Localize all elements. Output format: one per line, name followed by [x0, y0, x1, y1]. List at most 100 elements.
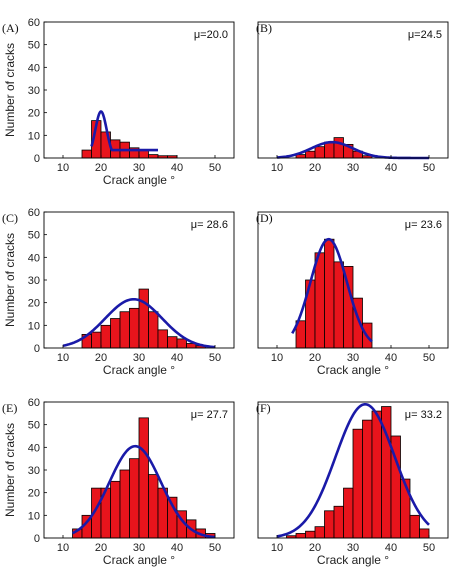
- panel-letter: (D): [256, 211, 273, 225]
- x-axis-label: Crack angle °: [317, 363, 389, 377]
- panel-letter: (A): [2, 21, 19, 35]
- x-tick-label: 40: [385, 352, 397, 364]
- x-tick-label: 30: [347, 352, 359, 364]
- histogram-bar: [333, 505, 344, 539]
- histogram-bar: [91, 331, 102, 349]
- mean-annotation: μ=20.0: [194, 29, 228, 41]
- histogram-bar: [324, 510, 335, 539]
- mean-annotation: μ= 23.6: [405, 219, 442, 231]
- fit-curve: [62, 297, 216, 349]
- histogram-bar: [110, 318, 121, 349]
- histogram-bar: [409, 514, 420, 539]
- x-tick-label: 30: [347, 162, 359, 174]
- x-tick-label: 30: [133, 162, 145, 174]
- histogram-bar: [324, 238, 335, 349]
- histogram-bar: [324, 141, 335, 159]
- y-tick-label: 50: [28, 420, 40, 432]
- histogram-bar: [148, 311, 159, 349]
- histogram-bar: [129, 458, 140, 539]
- axes-frame: [43, 21, 235, 159]
- histogram-bar: [157, 329, 168, 349]
- x-tick-label: 10: [57, 352, 69, 364]
- histogram-bar: [343, 487, 354, 539]
- histogram-bar: [148, 154, 159, 159]
- panel-letter: (E): [2, 401, 17, 415]
- y-tick-label: 50: [28, 40, 40, 52]
- y-tick-label: 40: [28, 442, 40, 454]
- histogram-bar: [400, 478, 411, 539]
- x-tick-label: 20: [309, 352, 321, 364]
- x-tick-label: 10: [271, 352, 283, 364]
- y-axis-label: Number of cracks: [3, 233, 17, 327]
- histogram-bar: [314, 526, 325, 539]
- x-axis-label: Crack angle °: [317, 553, 389, 567]
- histogram-bar: [362, 419, 373, 539]
- x-tick-label: 40: [171, 352, 183, 364]
- panel-a: 10 20 30 40 50 0 10 20 30 40 50 60 Crack angle ° Numb…: [2, 17, 235, 187]
- histogram-bar: [333, 137, 344, 159]
- histogram-bar: [148, 474, 159, 539]
- histogram-bar: [81, 149, 92, 159]
- x-tick-label: 10: [57, 162, 69, 174]
- x-tick-label: 30: [347, 542, 359, 554]
- mean-annotation: μ=24.5: [408, 29, 442, 41]
- x-axis-label: Crack angle °: [103, 173, 175, 187]
- histogram-bar: [119, 469, 130, 539]
- y-axis-label: Number of cracks: [3, 423, 17, 517]
- histogram-bar: [371, 410, 382, 539]
- x-tick-label: 20: [95, 352, 107, 364]
- y-tick-label: 40: [28, 252, 40, 264]
- y-tick-label: 60: [28, 397, 40, 409]
- x-tick-label: 10: [271, 162, 283, 174]
- fit-curve: [276, 402, 430, 538]
- y-tick-label: 30: [28, 465, 40, 477]
- histogram-bar: [100, 324, 111, 349]
- x-tick-label: 50: [209, 352, 221, 364]
- x-tick-label: 20: [95, 162, 107, 174]
- y-tick-label: 50: [28, 230, 40, 242]
- histogram-bar: [305, 530, 316, 539]
- histogram-bar: [176, 338, 187, 349]
- mean-annotation: μ= 27.7: [191, 409, 228, 421]
- x-tick-label: 50: [209, 162, 221, 174]
- histogram-bar: [129, 307, 140, 349]
- fit-curve: [291, 237, 373, 343]
- histogram-bar: [138, 288, 149, 349]
- x-tick-label: 20: [309, 542, 321, 554]
- y-tick-label: 40: [28, 62, 40, 74]
- x-tick-label: 30: [133, 352, 145, 364]
- y-tick-label: 0: [34, 343, 40, 355]
- y-tick-label: 10: [28, 320, 40, 332]
- histogram-bar: [138, 417, 149, 539]
- y-tick-label: 30: [28, 275, 40, 287]
- histogram-bar: [352, 428, 363, 539]
- panel-e: 10 20 30 40 50 0 10 20 30 40 50 60 Crack angle ° Numb…: [2, 397, 235, 567]
- y-tick-label: 20: [28, 488, 40, 500]
- y-tick-label: 20: [28, 108, 40, 120]
- histogram-bar: [295, 533, 306, 539]
- histogram-bar: [333, 261, 344, 349]
- x-tick-label: 50: [423, 352, 435, 364]
- x-tick-label: 50: [423, 162, 435, 174]
- panel-letter: (F): [256, 401, 271, 415]
- panel-f: 10 20 30 40 50 Crack angle ° (F) μ= 33.2: [256, 401, 449, 567]
- x-axis-label: Crack angle °: [103, 553, 175, 567]
- x-tick-label: 50: [209, 542, 221, 554]
- histogram-bar: [419, 528, 430, 539]
- histogram-bar: [110, 480, 121, 539]
- y-axis-label: Number of cracks: [3, 43, 17, 137]
- x-tick-label: 20: [309, 162, 321, 174]
- histogram-bar: [314, 252, 325, 349]
- y-tick-label: 30: [28, 85, 40, 97]
- y-tick-label: 10: [28, 510, 40, 522]
- panel-d: 10 20 30 40 50 Crack angle ° (D) μ= 23.6: [256, 211, 449, 377]
- x-tick-label: 30: [133, 542, 145, 554]
- histogram-bar: [305, 150, 316, 159]
- histogram-bar: [119, 311, 130, 349]
- histogram-bar: [167, 336, 178, 349]
- x-axis-label: Crack angle °: [103, 363, 175, 377]
- y-tick-label: 60: [28, 207, 40, 219]
- fit-curve: [90, 110, 158, 152]
- panel-c: 10 20 30 40 50 0 10 20 30 40 50 60 Crack angle ° Numb…: [2, 207, 235, 377]
